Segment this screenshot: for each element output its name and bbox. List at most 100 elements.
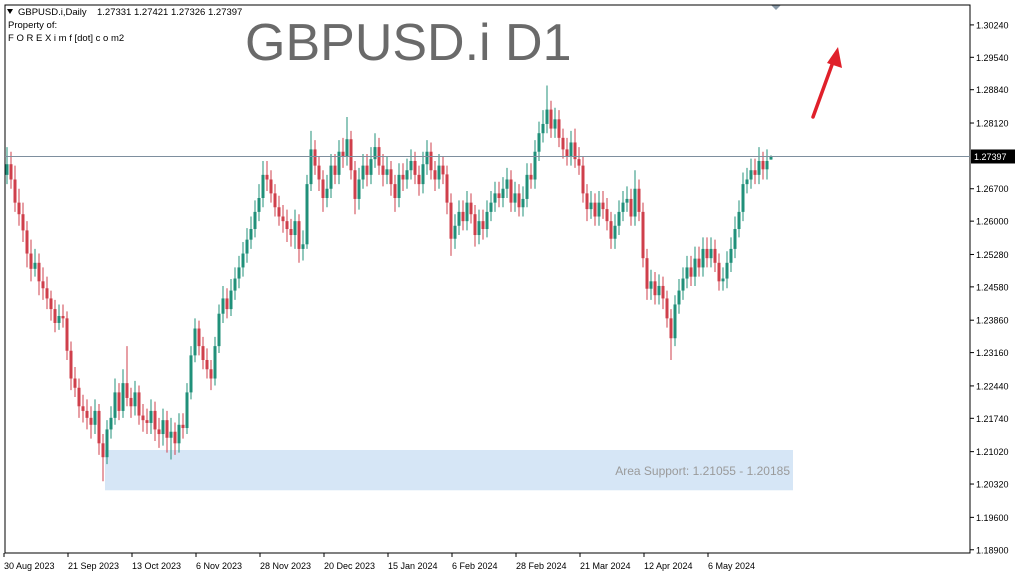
candle-body: [729, 248, 733, 263]
candle-body: [429, 151, 433, 171]
candle-body: [461, 211, 465, 222]
candle-body: [209, 369, 213, 379]
candle-body: [353, 170, 357, 199]
candle-body: [649, 281, 653, 289]
x-tick-label: 20 Dec 2023: [324, 561, 375, 571]
candle-body: [697, 258, 701, 268]
candle-body: [445, 174, 449, 203]
candle-body: [717, 262, 721, 282]
x-tick-label: 21 Mar 2024: [580, 561, 631, 571]
candle-body: [513, 193, 517, 203]
candle-body: [573, 142, 577, 160]
candle-body: [765, 160, 769, 170]
y-tick-label: 1.30240: [976, 20, 1009, 30]
candle-body: [197, 328, 201, 347]
candle-body: [641, 211, 645, 259]
candle-body: [53, 309, 57, 323]
candle-body: [313, 149, 317, 166]
candle-body: [149, 410, 153, 423]
candle-body: [13, 179, 17, 203]
candle-body: [29, 253, 33, 269]
candle-body: [77, 387, 81, 407]
candle-body: [709, 248, 713, 259]
x-tick-label: 28 Nov 2023: [260, 561, 311, 571]
candle-body: [637, 188, 641, 212]
candle-body: [769, 156, 773, 160]
candle-body: [273, 193, 277, 208]
candle-body: [489, 202, 493, 212]
candle-body: [121, 383, 125, 411]
support-zone-label: Area Support: 1.21055 - 1.20185: [615, 464, 790, 478]
y-tick-label: 1.23860: [976, 316, 1009, 326]
candle-body: [25, 230, 29, 254]
candle-body: [369, 159, 373, 175]
candle-body: [17, 202, 21, 215]
x-tick-label: 21 Sep 2023: [68, 561, 119, 571]
candle-body: [517, 193, 521, 208]
candle-body: [453, 225, 457, 239]
candle-body: [721, 278, 725, 282]
y-tick-label: 1.20320: [976, 480, 1009, 490]
candle-body: [153, 410, 157, 430]
candle-body: [421, 164, 425, 185]
candle-body: [169, 431, 173, 438]
candle-body: [617, 211, 621, 226]
candle-body: [365, 165, 369, 175]
annotation-arrow: [811, 47, 842, 119]
candle-body: [621, 202, 625, 212]
current-price-box: [971, 149, 1015, 164]
candle-body: [101, 443, 105, 458]
candle-body: [205, 359, 209, 370]
candle-body: [473, 214, 477, 236]
candle-body: [61, 316, 65, 319]
candle-body: [249, 229, 253, 240]
candle-body: [677, 290, 681, 305]
candle-body: [497, 193, 501, 199]
candle-body: [193, 328, 197, 356]
candle-body: [653, 281, 657, 296]
candle-body: [713, 248, 717, 263]
candle-body: [665, 298, 669, 319]
symbol-menu-icon: [7, 9, 13, 14]
candle-body: [345, 139, 349, 157]
candle-body: [173, 431, 177, 444]
candle-body: [233, 278, 237, 291]
candle-body: [633, 188, 637, 217]
candle-body: [613, 225, 617, 239]
ohlc-low: 1.27326: [171, 7, 205, 18]
candle-body: [693, 258, 697, 277]
candle-body: [501, 188, 505, 199]
symbol-label: GBPUSD.i,Daily: [18, 7, 87, 18]
candle-body: [469, 202, 473, 215]
plot-frame: [4, 4, 971, 554]
candle-body: [269, 179, 273, 194]
candle-body: [385, 169, 389, 175]
candle-body: [33, 262, 37, 269]
candle-body: [481, 221, 485, 230]
candle-body: [69, 350, 73, 379]
candle-body: [509, 179, 513, 203]
candle-body: [349, 139, 353, 171]
candle-body: [701, 248, 705, 268]
candle-body: [389, 169, 393, 185]
candle-body: [217, 313, 221, 347]
candle-body: [361, 165, 365, 180]
candle-body: [161, 420, 165, 435]
candle-body: [645, 258, 649, 289]
candle-body: [109, 417, 113, 430]
candle-body: [753, 170, 757, 175]
candle-body: [65, 318, 69, 351]
candle-body: [337, 151, 341, 175]
candle-body: [425, 151, 429, 165]
candle-body: [245, 239, 249, 254]
candle-body: [437, 165, 441, 180]
candle-body: [165, 420, 169, 438]
candle-body: [105, 429, 109, 458]
candle-body: [277, 207, 281, 217]
candle-body: [305, 184, 309, 245]
candle-body: [97, 410, 101, 444]
ohlc-close: 1.27397: [208, 7, 242, 18]
candle-body: [81, 406, 85, 411]
candle-body: [593, 202, 597, 217]
candle-body: [9, 164, 13, 180]
